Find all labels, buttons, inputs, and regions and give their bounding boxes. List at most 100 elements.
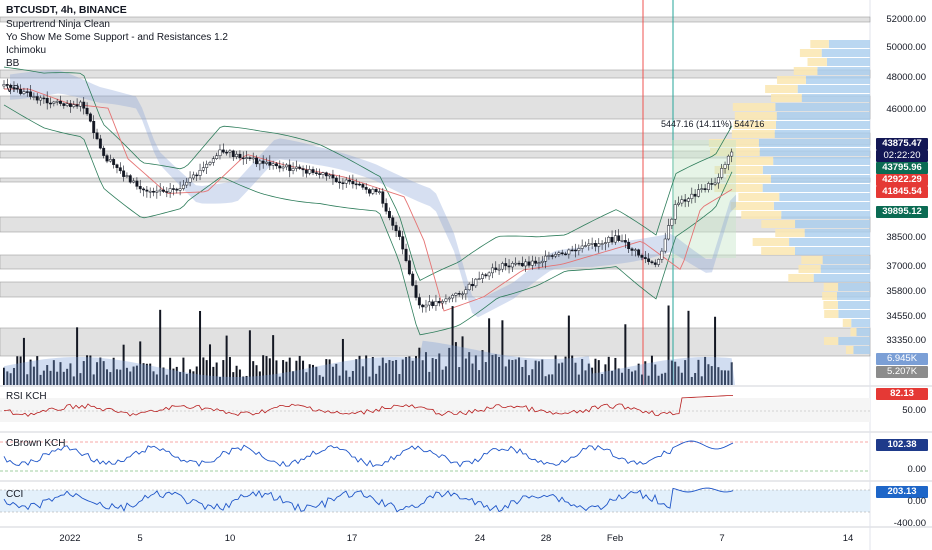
candle-body (730, 151, 734, 157)
price-candle (304, 165, 308, 178)
price-candle (354, 178, 358, 190)
volume-bar (634, 370, 637, 385)
price-candle (603, 237, 607, 251)
volume-bar (125, 367, 128, 385)
volume-profile-bar (798, 265, 821, 273)
price-candle (348, 175, 352, 185)
volume-bar (46, 365, 49, 385)
volume-profile-bar (797, 85, 870, 93)
volume-bar (308, 364, 311, 385)
candle-body (464, 289, 468, 295)
candle-body (62, 103, 66, 106)
indicator-support-resistance[interactable]: Yo Show Me Some Support - and Resistance… (6, 32, 228, 43)
volume-profile-bar (856, 328, 870, 336)
symbol-title[interactable]: BTCUSDT, 4h, BINANCE (6, 4, 127, 16)
candle-body (85, 107, 89, 115)
price-candle (142, 187, 146, 197)
price-candle (687, 197, 690, 207)
candle-body (417, 297, 421, 306)
candle-body (564, 253, 567, 256)
candle-body (544, 255, 548, 262)
volume-bar (96, 362, 99, 385)
volume-profile-bar (773, 157, 870, 165)
candle-body (281, 166, 285, 169)
indicator-ichimoku[interactable]: Ichimoku (6, 45, 47, 56)
candle-body (527, 261, 531, 266)
volume-bar (358, 355, 361, 385)
rsi-tick-50: 50.00 (902, 405, 926, 416)
volume-bar (491, 354, 494, 385)
volume-bar (222, 360, 225, 385)
price-candle (138, 179, 142, 194)
candle-body (690, 193, 694, 199)
cci-tick-minus400: -400.00 (893, 518, 926, 529)
candle-body (407, 260, 411, 275)
volume-bar (587, 363, 590, 385)
price-candle (384, 198, 388, 215)
candle-body (497, 268, 501, 271)
candle-body (271, 163, 275, 166)
volume-bar (385, 363, 388, 385)
volume-profile-bar (726, 175, 771, 183)
measure-label: 5447.16 (14.11%) 544716 (661, 119, 765, 129)
indicator-bollinger[interactable]: BB (6, 58, 20, 69)
price-candle (647, 253, 651, 265)
volume-profile-bar (773, 202, 870, 210)
volume-bar (650, 355, 653, 385)
volume-bar (717, 367, 720, 385)
volume-bar (421, 360, 424, 385)
candle-body (444, 298, 448, 302)
price-candle (78, 100, 82, 112)
volume-profile-bar (838, 337, 870, 345)
price-candle (205, 160, 209, 175)
volume-bar (302, 360, 305, 385)
candle-body (500, 263, 504, 270)
cci-pane-label[interactable]: CCI (6, 489, 24, 500)
price-candle (278, 160, 282, 173)
cbrown-pane-label[interactable]: CBrown KCH (6, 438, 66, 449)
price-candle (98, 134, 102, 150)
volume-bar (657, 375, 660, 385)
candle-body (381, 191, 385, 204)
candle-body (647, 258, 651, 262)
candle-body (118, 167, 122, 172)
volume-bar (554, 355, 557, 385)
volume-bar (355, 359, 358, 385)
price-candle (544, 250, 548, 269)
price-candle (490, 263, 494, 279)
price-candle (112, 157, 116, 169)
volume-bar (278, 376, 281, 385)
volume-bar (454, 342, 457, 385)
volume-bar (79, 373, 82, 385)
candle-body (95, 132, 99, 140)
volume-bar (687, 310, 690, 385)
candle-body (75, 104, 79, 107)
price-candle (404, 243, 408, 263)
volume-bar (182, 357, 185, 385)
volume-bar (252, 361, 255, 385)
candle-body (693, 193, 697, 197)
volume-bar (255, 365, 258, 385)
rsi-pane-label[interactable]: RSI KCH (6, 391, 47, 402)
volume-bar (199, 310, 202, 385)
candle-body (148, 190, 152, 193)
indicator-supertrend[interactable]: Supertrend Ninja Clean (6, 19, 110, 30)
price-candle (245, 150, 249, 164)
time-tick: 5 (137, 533, 143, 544)
volume-profile-bar (765, 85, 798, 93)
rsi-line (3, 394, 734, 417)
price-candle (145, 185, 149, 198)
candle-body (520, 262, 524, 267)
indicator-volume-profile[interactable]: VP (6, 84, 20, 95)
volume-profile-bar (799, 49, 822, 57)
candle-body (524, 261, 528, 267)
candle-body (278, 165, 282, 169)
volume-bar (56, 371, 59, 385)
volume-bar (235, 365, 238, 385)
volume-bar (524, 359, 527, 385)
candle-body (530, 260, 534, 266)
candle-body (9, 84, 13, 88)
candle-body (125, 175, 129, 177)
